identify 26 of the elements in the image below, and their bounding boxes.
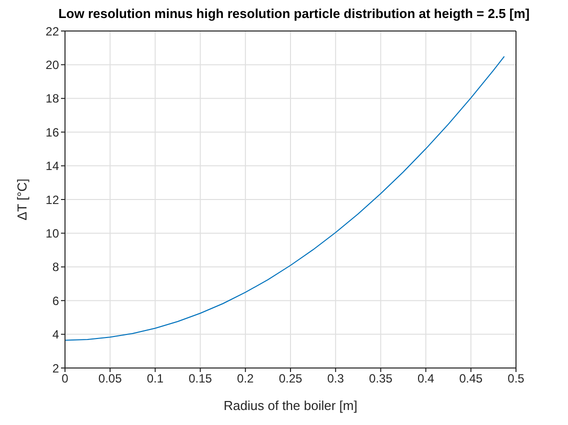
y-tick-label: 16 xyxy=(46,125,60,140)
y-tick-label: 4 xyxy=(52,328,60,342)
chart-title: Low resolution minus high resolution particle distribution at heigth = 2.5 [m] xyxy=(57,6,531,21)
y-tick-label: 2 xyxy=(52,361,60,376)
x-tick-label: 0.15 xyxy=(188,372,212,386)
x-tick-label: 0.2 xyxy=(237,372,254,386)
x-tick-label: 0 xyxy=(62,372,69,386)
y-tick-label: 6 xyxy=(52,294,60,308)
x-tick-label: 0.4 xyxy=(417,372,434,386)
x-tick-label: 0.05 xyxy=(98,372,122,386)
x-tick-label: 0.5 xyxy=(508,372,525,386)
x-tick-label: 0.1 xyxy=(146,372,164,386)
y-tick-label: 8 xyxy=(52,260,60,274)
x-tick-label: 0.3 xyxy=(327,372,344,386)
x-tick-label: 0.35 xyxy=(369,372,393,386)
x-axis-title: Radius of the boiler [m] xyxy=(224,398,358,413)
y-tick-label: 12 xyxy=(46,192,60,207)
y-axis-title: ΔT [°C] xyxy=(14,178,30,220)
y-tick-label: 22 xyxy=(46,24,60,38)
y-tick-label: 14 xyxy=(46,159,60,174)
y-tick-label: 20 xyxy=(46,58,60,72)
x-tick-label: 0.25 xyxy=(278,372,302,386)
line-series xyxy=(65,56,505,341)
y-tick-label: 18 xyxy=(46,92,60,106)
x-tick-label: 0.45 xyxy=(459,372,483,386)
y-tick-label: 10 xyxy=(46,226,60,240)
